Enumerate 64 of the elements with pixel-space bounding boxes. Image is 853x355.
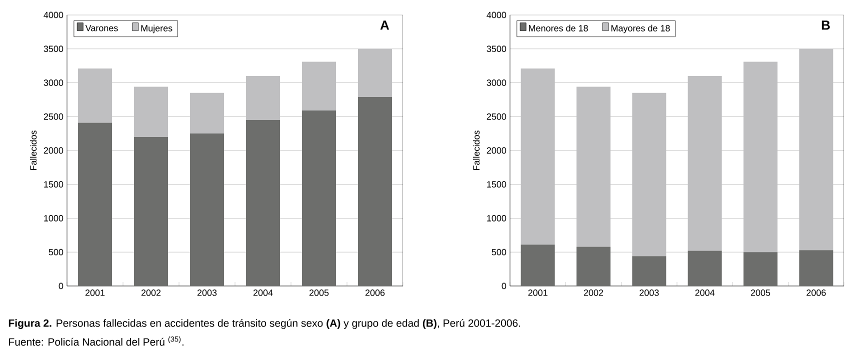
bar bbox=[576, 246, 611, 286]
y-tick-label: 4000 bbox=[44, 12, 64, 18]
y-tick-label: 1500 bbox=[487, 181, 506, 188]
y-tick-label: 3000 bbox=[44, 80, 64, 86]
bar bbox=[688, 250, 722, 286]
legend-label: Mujeres bbox=[141, 24, 172, 34]
y-tick-label: 2500 bbox=[486, 113, 506, 120]
bar bbox=[688, 76, 722, 251]
x-tick-label: 2003 bbox=[640, 290, 659, 296]
y-tick-label: 3500 bbox=[44, 46, 64, 52]
y-tick-label: 1000 bbox=[44, 215, 64, 222]
y-tick-label: 1500 bbox=[44, 181, 64, 188]
y-tick-label: 2500 bbox=[44, 113, 64, 120]
x-tick-label: 2006 bbox=[365, 290, 385, 296]
chart-title: B bbox=[822, 20, 830, 30]
bar bbox=[743, 252, 778, 286]
x-tick-label: 2001 bbox=[528, 290, 548, 296]
bar bbox=[743, 62, 778, 252]
y-tick-label: 500 bbox=[492, 248, 506, 256]
bar bbox=[358, 96, 392, 286]
bar bbox=[246, 76, 280, 120]
y-tick-label: 3000 bbox=[486, 80, 506, 86]
y-tick-label: 4000 bbox=[486, 12, 506, 18]
y-tick-label: 0 bbox=[502, 282, 506, 290]
y-axis-title: Fallecidos bbox=[30, 130, 37, 170]
x-tick-label: 2003 bbox=[197, 290, 217, 296]
bar bbox=[134, 136, 168, 286]
bar bbox=[632, 92, 666, 256]
x-tick-label: 2001 bbox=[85, 290, 105, 296]
y-tick-label: 0 bbox=[58, 282, 64, 290]
bar bbox=[78, 122, 112, 286]
legend-label: Mayores de 18 bbox=[611, 24, 670, 34]
bar bbox=[246, 120, 280, 286]
bar bbox=[799, 48, 834, 250]
bar bbox=[302, 62, 336, 111]
bar bbox=[190, 92, 224, 134]
x-tick-label: 2004 bbox=[253, 290, 273, 296]
y-tick-label: 1000 bbox=[487, 215, 506, 222]
bar bbox=[520, 244, 555, 286]
legend-label: Varones bbox=[85, 24, 118, 32]
y-tick-label: 2000 bbox=[44, 147, 64, 154]
y-tick-label: 500 bbox=[48, 248, 64, 256]
bar bbox=[302, 110, 336, 286]
y-axis-title: Fallecidos bbox=[472, 130, 480, 170]
bar bbox=[134, 86, 168, 137]
x-tick-label: 2005 bbox=[309, 290, 329, 296]
x-tick-label: 2002 bbox=[141, 290, 161, 296]
y-tick-label: 2000 bbox=[486, 147, 506, 154]
x-tick-label: 2002 bbox=[584, 290, 604, 296]
legend-label: Menores de 18 bbox=[529, 24, 588, 32]
bar bbox=[632, 256, 666, 286]
chart-title: A bbox=[380, 20, 390, 30]
y-tick-label: 3500 bbox=[486, 46, 506, 52]
bar bbox=[78, 68, 112, 123]
x-tick-label: 2006 bbox=[806, 290, 826, 296]
bar bbox=[190, 134, 224, 286]
bar bbox=[799, 250, 834, 286]
text: Figura 2. Personas fallecidas en accidentes de tránsito según sexo (A) y grupo de edad (B), Perú 2001-2006. bbox=[8, 319, 520, 329]
bar bbox=[520, 68, 555, 245]
source-note: Fuente: Policía Nacional del Perú $^{(35)}$. bbox=[9, 336, 184, 346]
bar bbox=[576, 86, 611, 247]
x-tick-label: 2005 bbox=[750, 290, 770, 296]
bar bbox=[358, 48, 392, 97]
x-tick-label: 2004 bbox=[695, 290, 715, 296]
